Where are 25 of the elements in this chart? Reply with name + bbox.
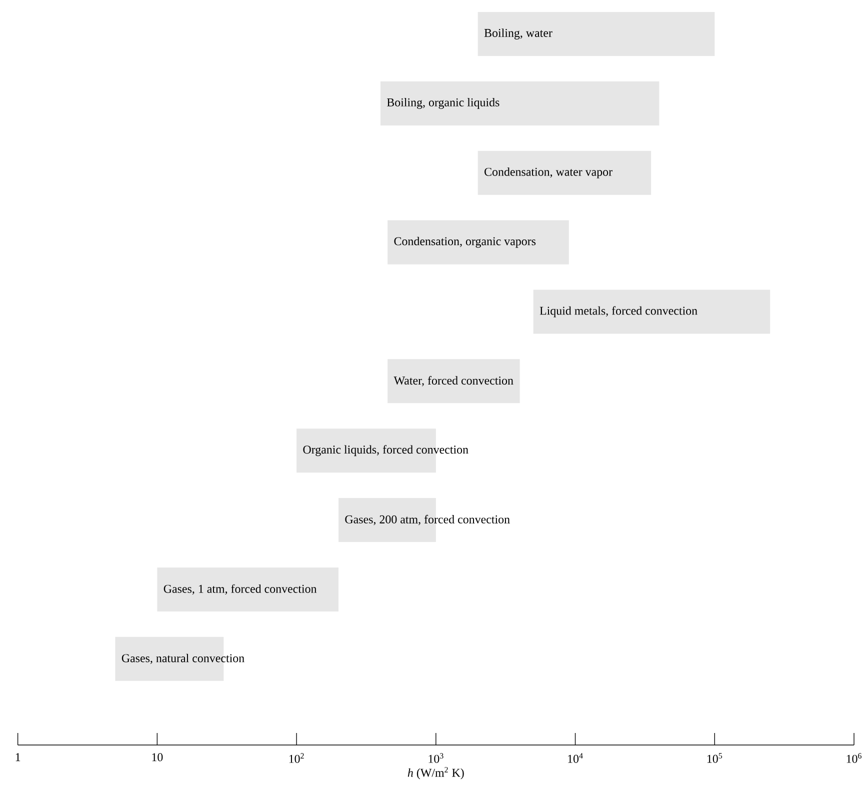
x-tick-label: 10$^{3}$ [428,753,444,763]
y-tick-label: Gases, 1 atm, forced convection [164,584,317,595]
bar [157,567,338,612]
x-tick-label: 10 [152,753,163,762]
bar [388,359,520,404]
x-tick-label: 1 [16,753,20,762]
y-tick-label: Condensation, water vapor [484,167,612,178]
y-tick-label: Organic liquids, forced convection [303,445,468,456]
x-tick-label: 10$^{2}$ [289,753,304,763]
x-tick-label: 10$^{6}$ [846,753,862,763]
bar [478,150,652,195]
bar [380,81,660,126]
y-tick-label: Condensation, organic vapors [394,236,536,248]
x-axis-title: h (W/m$^{2}$ K) [408,767,464,780]
y-tick-label: Gases, natural convection [122,654,244,664]
x-tick-label: 10$^{5}$ [707,753,722,763]
y-tick-label: Water, forced convection [394,376,514,386]
bar [478,12,715,56]
x-tick-label: 10$^{4}$ [568,753,583,763]
bar [533,290,770,334]
y-tick-label: Liquid metals, forced convection [540,306,698,318]
y-tick-label: Gases, 200 atm, forced convection [345,514,510,526]
y-tick-label: Boiling, organic liquids [386,98,500,109]
bar [388,220,569,264]
y-tick-label: Boiling, water [484,28,552,40]
